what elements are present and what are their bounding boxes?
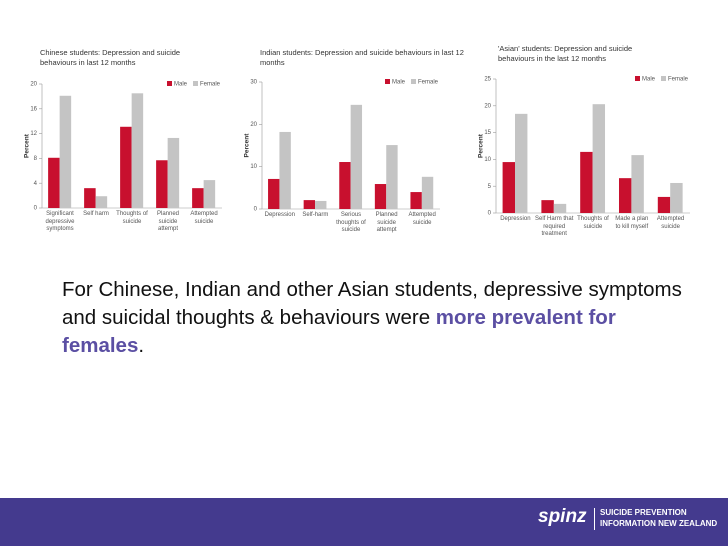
- chart-title: Indian students: Depression and suicide …: [260, 48, 464, 67]
- body-emphasis: more prevalent for females: [62, 306, 616, 357]
- bar: [618, 178, 632, 213]
- bar: [303, 200, 316, 209]
- y-tick-label: 30: [250, 80, 257, 86]
- bar: [631, 155, 644, 213]
- y-tick-label: 15: [484, 130, 491, 136]
- y-tick-label: 20: [250, 122, 257, 128]
- y-axis-label: Percent: [24, 133, 31, 158]
- bar: [374, 184, 387, 209]
- x-tick-label: Depression: [264, 212, 295, 218]
- y-tick-label: 0: [254, 207, 258, 213]
- bar: [515, 113, 528, 213]
- legend-label: Female: [418, 80, 439, 86]
- y-axis-label: Percent: [478, 133, 485, 158]
- legend-label: Female: [200, 82, 221, 88]
- bar: [386, 145, 398, 209]
- chart-title: 'Asian' students: Depression and suicide…: [498, 44, 633, 63]
- x-tick-label: Self Harm that required treatment: [535, 216, 574, 237]
- bar: [592, 104, 606, 213]
- body-text-plain: For Chinese, Indian and other Asian stud…: [62, 278, 682, 329]
- bar: [421, 176, 434, 209]
- legend-swatch: [193, 81, 198, 86]
- x-tick-label: Attempted suicide: [656, 216, 685, 230]
- x-tick-label: Attempted suicide: [190, 211, 218, 225]
- y-axis-label: Percent: [244, 133, 251, 158]
- x-tick-label: Thoughts of suicide: [116, 211, 148, 225]
- y-tick-label: 10: [250, 164, 257, 170]
- y-tick-label: 0: [34, 206, 38, 212]
- legend-swatch: [411, 79, 416, 84]
- bar: [502, 162, 516, 213]
- y-tick-label: 10: [484, 157, 491, 163]
- bar: [553, 203, 567, 213]
- legend-swatch: [385, 79, 390, 84]
- body-text-end: .: [138, 334, 145, 357]
- x-tick-label: Significant depressive symptoms: [45, 211, 75, 232]
- bar: [84, 188, 96, 208]
- footer-line: SUICIDE PREVENTION: [600, 508, 687, 517]
- y-tick-label: 0: [488, 211, 492, 217]
- body-text: For Chinese, Indian and other Asian stud…: [62, 276, 682, 360]
- bar: [350, 104, 363, 209]
- y-tick-label: 25: [484, 77, 491, 83]
- bar: [315, 200, 327, 209]
- bar: [59, 95, 72, 208]
- bar: [580, 151, 593, 213]
- legend-label: Male: [642, 77, 656, 83]
- x-tick-label: Made a plan to kill myself: [615, 216, 649, 230]
- y-tick-label: 4: [34, 181, 38, 187]
- x-tick-label: Serious thoughts of suicide: [336, 212, 366, 233]
- legend-swatch: [167, 81, 172, 86]
- legend-swatch: [635, 76, 640, 81]
- legend-label: Male: [174, 82, 188, 88]
- footer-band: spinz SUICIDE PREVENTION INFORMATION NEW…: [0, 498, 728, 546]
- y-tick-label: 16: [30, 106, 37, 112]
- bar: [410, 192, 422, 209]
- legend-label: Female: [668, 77, 689, 83]
- bar: [268, 178, 280, 209]
- bar: [670, 182, 683, 213]
- bar: [279, 131, 291, 209]
- x-tick-label: Thoughts of suicide: [577, 216, 609, 230]
- bar: [120, 126, 132, 208]
- brand: spinz: [538, 506, 587, 527]
- y-tick-label: 8: [34, 156, 38, 162]
- x-tick-label: Planned suicide attempt: [156, 211, 180, 232]
- bar: [131, 93, 144, 208]
- bar: [156, 160, 168, 208]
- x-tick-label: Attempted suicide: [408, 212, 436, 226]
- x-tick-label: Depression: [500, 216, 531, 222]
- x-tick-label: Self harm: [83, 211, 109, 217]
- legend-label: Male: [392, 80, 406, 86]
- legend-swatch: [661, 76, 666, 81]
- bar: [339, 162, 351, 209]
- bar: [657, 196, 671, 213]
- bar: [203, 180, 216, 208]
- x-tick-label: Self-harm: [302, 212, 329, 218]
- bar: [95, 196, 108, 208]
- y-tick-label: 20: [484, 103, 491, 109]
- chart-title: Chinese students: Depression and suicide…: [40, 48, 181, 67]
- y-tick-label: 12: [30, 131, 37, 137]
- footer-line: INFORMATION NEW ZEALAND: [600, 519, 718, 528]
- x-tick-label: Planned suicide attempt: [375, 212, 398, 233]
- bar: [48, 157, 60, 208]
- bar: [167, 137, 180, 208]
- bar: [541, 200, 554, 213]
- y-tick-label: 5: [488, 184, 492, 190]
- divider: [594, 508, 595, 530]
- bar: [192, 188, 204, 208]
- y-tick-label: 20: [30, 82, 37, 88]
